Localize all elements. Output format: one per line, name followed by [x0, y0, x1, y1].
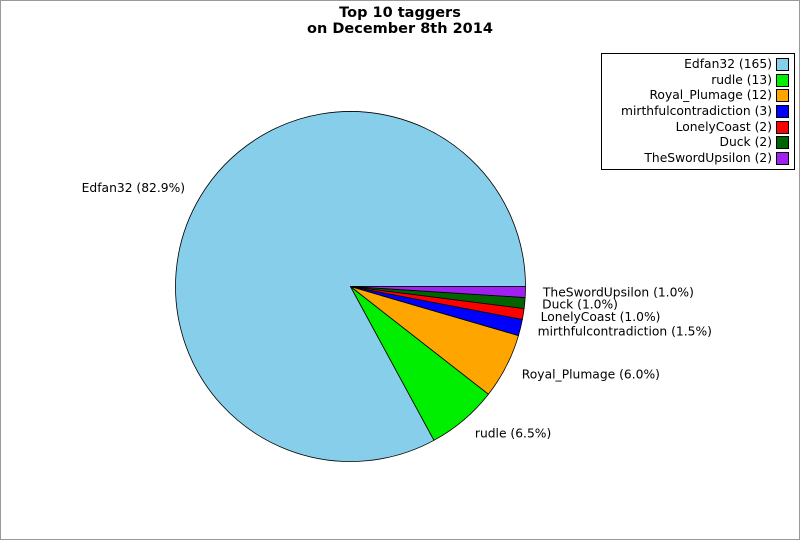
- legend-item-TheSwordUpsilon: TheSwordUpsilon (2): [605, 150, 789, 165]
- pie-slice-label-Royal_Plumage: Royal_Plumage (6.0%): [522, 367, 660, 381]
- legend-label-LonelyCoast: LonelyCoast (2): [675, 119, 772, 134]
- pie-slice-label-TheSwordUpsilon: TheSwordUpsilon (1.0%): [542, 286, 694, 300]
- pie-slice-label-rudle: rudle (6.5%): [475, 426, 551, 440]
- legend-item-rudle: rudle (13): [605, 72, 789, 87]
- legend-swatch-rudle: [776, 73, 789, 87]
- pie-slice-label-Edfan32: Edfan32 (82.9%): [82, 181, 185, 195]
- pie-slice-label-mirthfulcontradiction: mirthfulcontradiction (1.5%): [538, 325, 712, 339]
- legend-label-rudle: rudle (13): [711, 72, 772, 87]
- legend-label-mirthfulcontradiction: mirthfulcontradiction (3): [621, 103, 772, 118]
- pie-slice-label-LonelyCoast: LonelyCoast (1.0%): [541, 310, 661, 324]
- legend-item-mirthfulcontradiction: mirthfulcontradiction (3): [605, 103, 789, 118]
- legend: Edfan32 (165) rudle (13) Royal_Plumage (12…: [601, 53, 795, 170]
- legend-item-LonelyCoast: LonelyCoast (2): [605, 119, 789, 134]
- legend-swatch-mirthfulcontradiction: [776, 104, 789, 118]
- legend-swatch-TheSwordUpsilon: [776, 151, 789, 165]
- legend-swatch-Royal_Plumage: [776, 89, 789, 103]
- legend-label-Duck: Duck (2): [719, 135, 772, 150]
- legend-swatch-LonelyCoast: [776, 120, 789, 134]
- legend-label-Royal_Plumage: Royal_Plumage (12): [649, 88, 772, 103]
- legend-swatch-Duck: [776, 136, 789, 150]
- pie-slice-label-Duck: Duck (1.0%): [542, 298, 618, 312]
- pie-slice-TheSwordUpsilon: [350, 286, 526, 298]
- legend-label-TheSwordUpsilon: TheSwordUpsilon (2): [644, 150, 772, 165]
- legend-swatch-Edfan32: [776, 58, 789, 72]
- chart-title-line1: Top 10 taggers: [339, 5, 461, 21]
- chart-title-line2: on December 8th 2014: [307, 20, 493, 37]
- legend-item-Duck: Duck (2): [605, 135, 789, 150]
- legend-item-Royal_Plumage: Royal_Plumage (12): [605, 88, 789, 103]
- legend-label-Edfan32: Edfan32 (165): [684, 57, 772, 72]
- chart-title: Top 10 taggers on December 8th 2014: [1, 5, 799, 37]
- legend-item-Edfan32: Edfan32 (165): [605, 57, 789, 72]
